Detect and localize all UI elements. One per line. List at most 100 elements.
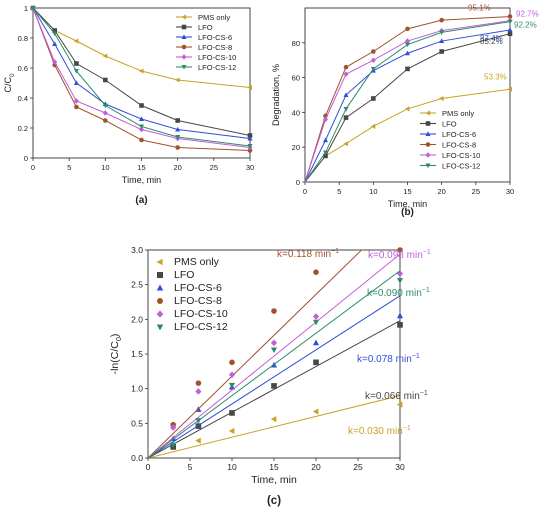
y-tick-label: 2.5 xyxy=(131,280,143,290)
legend-entry: PMS only xyxy=(174,256,220,268)
data-point xyxy=(507,27,513,32)
legend-entry: LFO-CS-8 xyxy=(198,43,232,52)
data-point xyxy=(439,17,444,23)
x-tick-label: 30 xyxy=(395,462,405,472)
data-point xyxy=(175,135,181,140)
data-point xyxy=(370,57,376,63)
fit-line xyxy=(148,395,400,458)
data-point xyxy=(229,359,235,366)
legend-marker xyxy=(156,324,164,331)
legend: PMS onlyLFOLFO-CS-6LFO-CS-8LFO-CS-10LFO-… xyxy=(176,13,236,72)
data-point xyxy=(30,6,36,11)
y-tick-label: 0.4 xyxy=(18,94,28,103)
data-point xyxy=(507,86,512,92)
fit-line xyxy=(148,270,400,458)
data-point xyxy=(52,28,57,33)
y-tick-label: 1.0 xyxy=(131,384,143,394)
data-label: 85.2% xyxy=(480,37,503,46)
data-point xyxy=(139,137,144,143)
data-point xyxy=(138,116,145,121)
x-tick-label: 10 xyxy=(101,163,109,172)
rate-constant-label: k=0.118 min−1 xyxy=(277,248,339,260)
x-tick-label: 15 xyxy=(137,163,145,172)
data-point xyxy=(52,59,58,65)
data-point xyxy=(404,42,411,48)
data-point xyxy=(138,68,144,74)
x-tick-label: 25 xyxy=(472,187,480,196)
legend-marker xyxy=(156,310,164,318)
data-point xyxy=(247,84,252,91)
data-point xyxy=(439,95,444,102)
data-point xyxy=(312,339,320,346)
y-tick-label: 0 xyxy=(296,178,300,187)
legend-entry: LFO-CS-8 xyxy=(442,141,476,150)
data-point xyxy=(102,110,108,116)
legend-marker xyxy=(181,44,187,50)
legend-entry: LFO-CS-8 xyxy=(174,295,222,307)
data-label: 53.3% xyxy=(484,72,507,81)
legend-entry: LFO-CS-6 xyxy=(174,282,222,294)
x-tick-label: 5 xyxy=(67,163,71,172)
panel-label: (c) xyxy=(267,495,281,507)
y-tick-label: 80 xyxy=(292,39,300,48)
data-point xyxy=(195,380,202,386)
x-tick-label: 20 xyxy=(311,462,321,472)
panel-b-degradation-vs-time: 0 5 10 15 20 25 30 0 20 40 60 80 Time, min Degradatio… xyxy=(271,4,539,218)
data-point xyxy=(312,319,320,326)
data-point xyxy=(404,38,411,44)
legend-marker xyxy=(425,163,431,169)
x-tick-label: 0 xyxy=(146,462,151,472)
x-tick-label: 30 xyxy=(246,163,254,172)
data-point xyxy=(270,347,278,354)
legend-marker xyxy=(157,272,163,278)
data-point xyxy=(74,61,79,66)
rate-constant-label: k=0.078 min−1 xyxy=(357,353,420,365)
data-point xyxy=(175,118,180,123)
data-point xyxy=(73,80,79,85)
data-point xyxy=(404,106,410,112)
data-point xyxy=(405,26,410,32)
legend-marker xyxy=(156,284,164,291)
panel-c-kinetics-fit: 0 5 10 15 20 25 30 0.0 0.5 1.0 1.5 2.0 2.5 3.0 Time, m… xyxy=(109,245,431,507)
data-point xyxy=(74,104,79,110)
data-point xyxy=(343,71,349,77)
x-tick-label: 20 xyxy=(173,163,181,172)
data-point xyxy=(195,437,201,444)
data-point xyxy=(175,126,181,132)
data-point xyxy=(343,115,349,120)
data-point xyxy=(228,371,236,379)
legend: PMS onlyLFOLFO-CS-6LFO-CS-8LFO-CS-10LFO-… xyxy=(156,256,228,333)
legend-marker xyxy=(181,65,187,70)
data-point xyxy=(396,278,404,284)
y-axis-label: Degradation, % xyxy=(271,64,281,126)
data-point xyxy=(405,66,410,72)
data-point xyxy=(404,50,411,56)
data-point xyxy=(397,247,403,253)
data-point xyxy=(371,96,376,101)
rate-constant-label: k=0.030 min−1 xyxy=(348,425,411,437)
legend-entry: PMS only xyxy=(198,13,230,22)
legend-marker xyxy=(181,24,187,30)
data-point xyxy=(102,103,108,109)
data-point xyxy=(103,118,108,123)
data-point xyxy=(175,145,180,150)
legend-entry: LFO-CS-10 xyxy=(442,151,480,160)
data-point xyxy=(343,141,348,147)
y-tick-label: 3.0 xyxy=(131,245,143,255)
fit-line xyxy=(148,320,400,458)
x-tick-label: 5 xyxy=(337,187,341,196)
x-tick-label: 10 xyxy=(369,187,377,196)
legend-entry: PMS only xyxy=(442,109,474,118)
x-tick-label: 20 xyxy=(437,187,445,196)
x-tick-label: 5 xyxy=(188,462,193,472)
data-point xyxy=(343,106,349,112)
fit-line xyxy=(148,250,363,458)
data-point xyxy=(170,442,177,449)
data-label: 87.4% xyxy=(480,34,503,43)
data-point xyxy=(73,69,79,74)
x-tick-label: 0 xyxy=(303,187,307,196)
x-tick-label: 0 xyxy=(31,163,35,172)
y-tick-label: 1 xyxy=(24,4,28,13)
data-point xyxy=(507,31,513,37)
